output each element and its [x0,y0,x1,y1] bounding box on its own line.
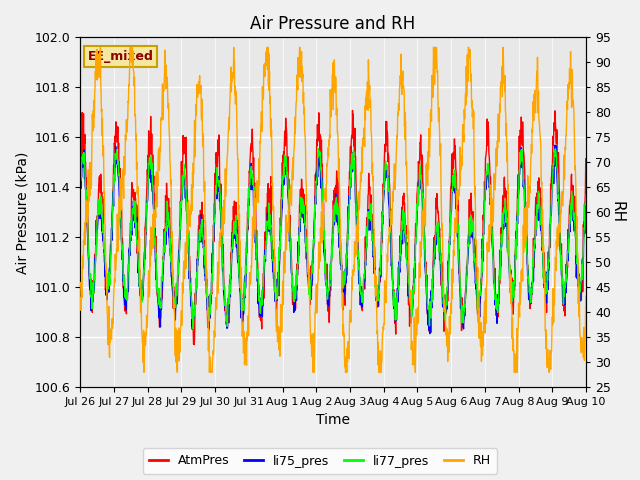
X-axis label: Time: Time [316,413,350,427]
Y-axis label: RH: RH [610,201,625,223]
Y-axis label: Air Pressure (kPa): Air Pressure (kPa) [15,151,29,274]
Text: EE_mixed: EE_mixed [88,50,154,63]
Title: Air Pressure and RH: Air Pressure and RH [250,15,416,33]
Legend: AtmPres, li75_pres, li77_pres, RH: AtmPres, li75_pres, li77_pres, RH [143,448,497,474]
